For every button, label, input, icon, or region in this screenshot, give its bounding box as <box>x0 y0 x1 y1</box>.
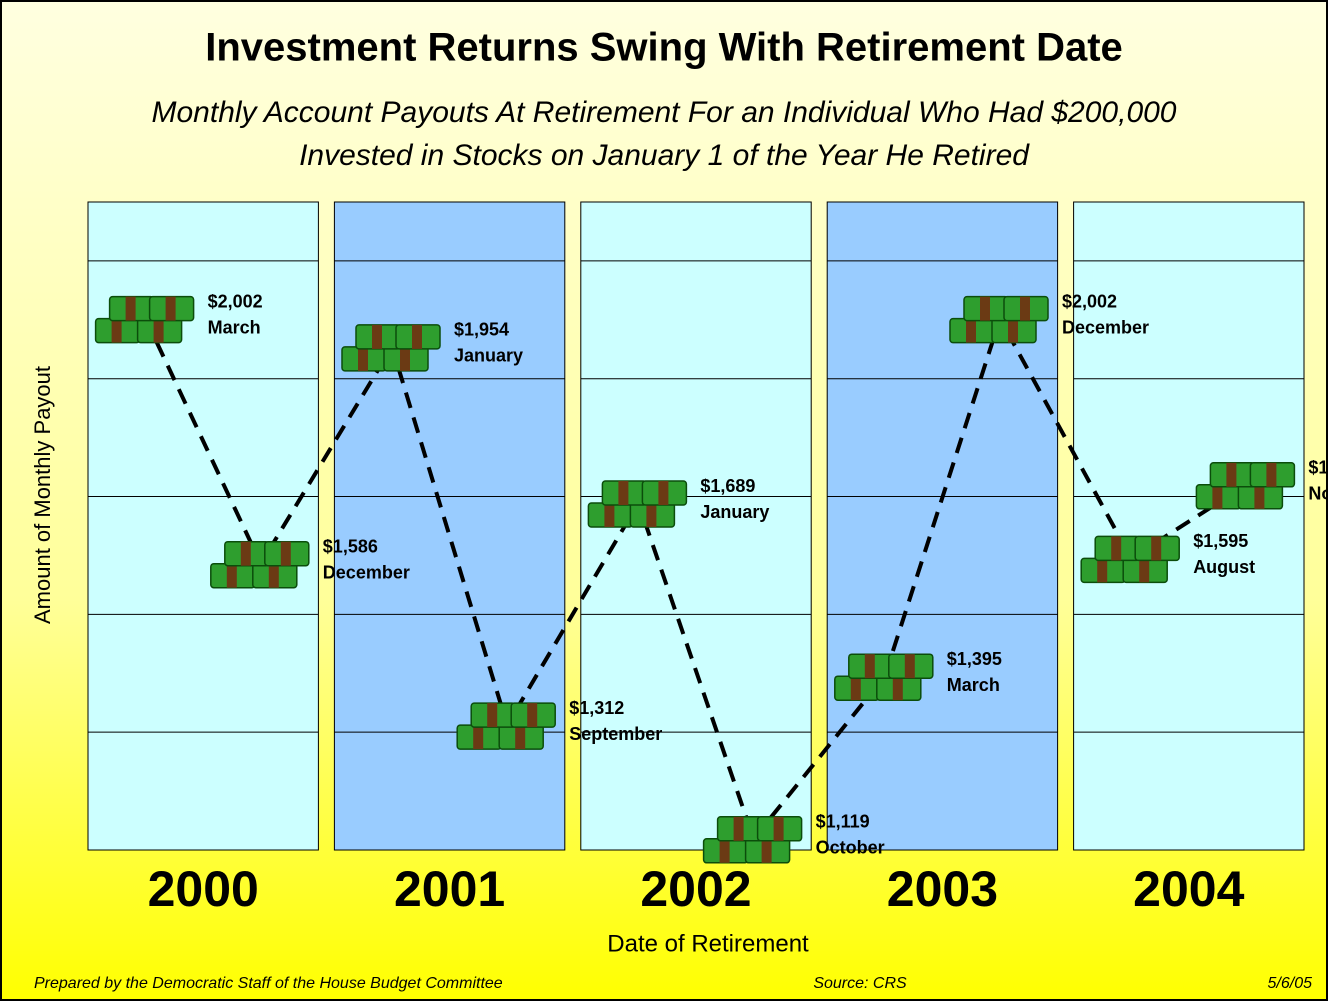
bill-band <box>646 503 656 527</box>
bill-band <box>515 725 525 749</box>
bill-band <box>618 481 628 505</box>
month-label: October <box>816 838 885 858</box>
month-label: January <box>454 346 523 366</box>
bill-band <box>281 542 291 566</box>
bill-band <box>527 703 537 727</box>
month-label: November <box>1308 484 1328 504</box>
value-label: $1,119 <box>816 812 870 832</box>
footer-right: 5/6/05 <box>1268 975 1313 992</box>
money-marker <box>835 654 933 700</box>
value-label: $2,002 <box>208 291 263 311</box>
bill-band <box>1008 319 1018 343</box>
value-label: $1,720 <box>1308 458 1328 478</box>
bill-band <box>604 503 614 527</box>
bill-band <box>865 654 875 678</box>
bill-band <box>1254 485 1264 509</box>
bill-band <box>126 297 136 321</box>
money-marker <box>211 542 309 588</box>
bill-band <box>1111 536 1121 560</box>
value-label: $1,395 <box>947 649 1002 669</box>
month-label: December <box>1062 317 1149 337</box>
money-marker <box>1196 463 1294 509</box>
money-marker <box>704 817 802 863</box>
x-tick-label: 2000 <box>148 861 259 917</box>
value-label: $1,312 <box>569 698 624 718</box>
month-label: January <box>700 502 769 522</box>
x-tick-label: 2004 <box>1133 861 1244 917</box>
bill-band <box>1097 558 1107 582</box>
month-label: September <box>569 724 662 744</box>
bill-band <box>154 319 164 343</box>
bill-band <box>1212 485 1222 509</box>
money-marker <box>950 297 1048 343</box>
bill-band <box>1020 297 1030 321</box>
month-label: March <box>208 317 261 337</box>
x-axis-label: Date of Retirement <box>607 930 809 957</box>
bill-band <box>893 676 903 700</box>
x-tick-label: 2002 <box>640 861 751 917</box>
value-label: $1,689 <box>700 476 755 496</box>
money-marker <box>342 325 440 371</box>
month-label: March <box>947 675 1000 695</box>
value-label: $1,586 <box>323 536 378 556</box>
bill-band <box>734 817 744 841</box>
money-marker <box>96 297 194 343</box>
x-tick-label: 2001 <box>394 861 505 917</box>
bill-band <box>358 347 368 371</box>
bill-band <box>905 654 915 678</box>
bill-band <box>851 676 861 700</box>
x-tick-label: 2003 <box>887 861 998 917</box>
money-marker <box>1081 536 1179 582</box>
bill-band <box>166 297 176 321</box>
bill-band <box>980 297 990 321</box>
bill-band <box>227 564 237 588</box>
year-panel <box>334 202 564 850</box>
bill-band <box>1266 463 1276 487</box>
bill-band <box>372 325 382 349</box>
money-marker <box>457 703 555 749</box>
bill-band <box>762 839 772 863</box>
month-label: August <box>1193 557 1255 577</box>
bill-band <box>774 817 784 841</box>
bill-band <box>269 564 279 588</box>
bill-band <box>112 319 122 343</box>
bill-band <box>1226 463 1236 487</box>
value-label: $2,002 <box>1062 291 1117 311</box>
money-marker <box>588 481 686 527</box>
value-label: $1,954 <box>454 320 509 340</box>
footer-center: Source: CRS <box>813 975 907 992</box>
bill-band <box>720 839 730 863</box>
bill-band <box>1151 536 1161 560</box>
subtitle: Invested in Stocks on January 1 of the Y… <box>299 139 1030 172</box>
bill-band <box>487 703 497 727</box>
subtitle: Monthly Account Payouts At Retirement Fo… <box>152 96 1177 129</box>
bill-band <box>658 481 668 505</box>
bill-band <box>1139 558 1149 582</box>
chart: Investment Returns Swing With Retirement… <box>0 0 1328 1001</box>
bill-band <box>473 725 483 749</box>
value-label: $1,595 <box>1193 531 1248 551</box>
bill-band <box>241 542 251 566</box>
bill-band <box>966 319 976 343</box>
month-label: December <box>323 562 410 582</box>
chart-title: Investment Returns Swing With Retirement… <box>205 26 1123 70</box>
bill-band <box>412 325 422 349</box>
bill-band <box>400 347 410 371</box>
y-axis-label: Amount of Monthly Payout <box>30 366 55 624</box>
footer-left: Prepared by the Democratic Staff of the … <box>34 975 503 992</box>
